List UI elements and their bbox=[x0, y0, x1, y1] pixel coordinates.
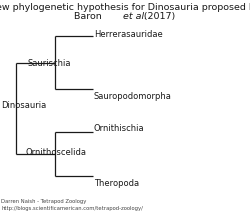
Text: Herrerasauridae: Herrerasauridae bbox=[94, 30, 162, 39]
Text: Saurischia: Saurischia bbox=[28, 59, 71, 68]
Text: et al.: et al. bbox=[102, 12, 148, 21]
Text: Ornithischia: Ornithischia bbox=[94, 124, 144, 133]
Text: http://blogs.scientificamerican.com/tetrapod-zoology/: http://blogs.scientificamerican.com/tetr… bbox=[1, 206, 143, 211]
Text: Ornithoscelida: Ornithoscelida bbox=[25, 148, 86, 157]
Text: Theropoda: Theropoda bbox=[94, 179, 139, 188]
Text: Baron              (2017): Baron (2017) bbox=[74, 12, 176, 21]
Text: Darren Naish - Tetrapod Zoology: Darren Naish - Tetrapod Zoology bbox=[1, 199, 87, 204]
Text: Dinosauria: Dinosauria bbox=[1, 101, 46, 110]
Text: New phylogenetic hypothesis for Dinosauria proposed by: New phylogenetic hypothesis for Dinosaur… bbox=[0, 3, 250, 12]
Text: Sauropodomorpha: Sauropodomorpha bbox=[94, 92, 172, 101]
